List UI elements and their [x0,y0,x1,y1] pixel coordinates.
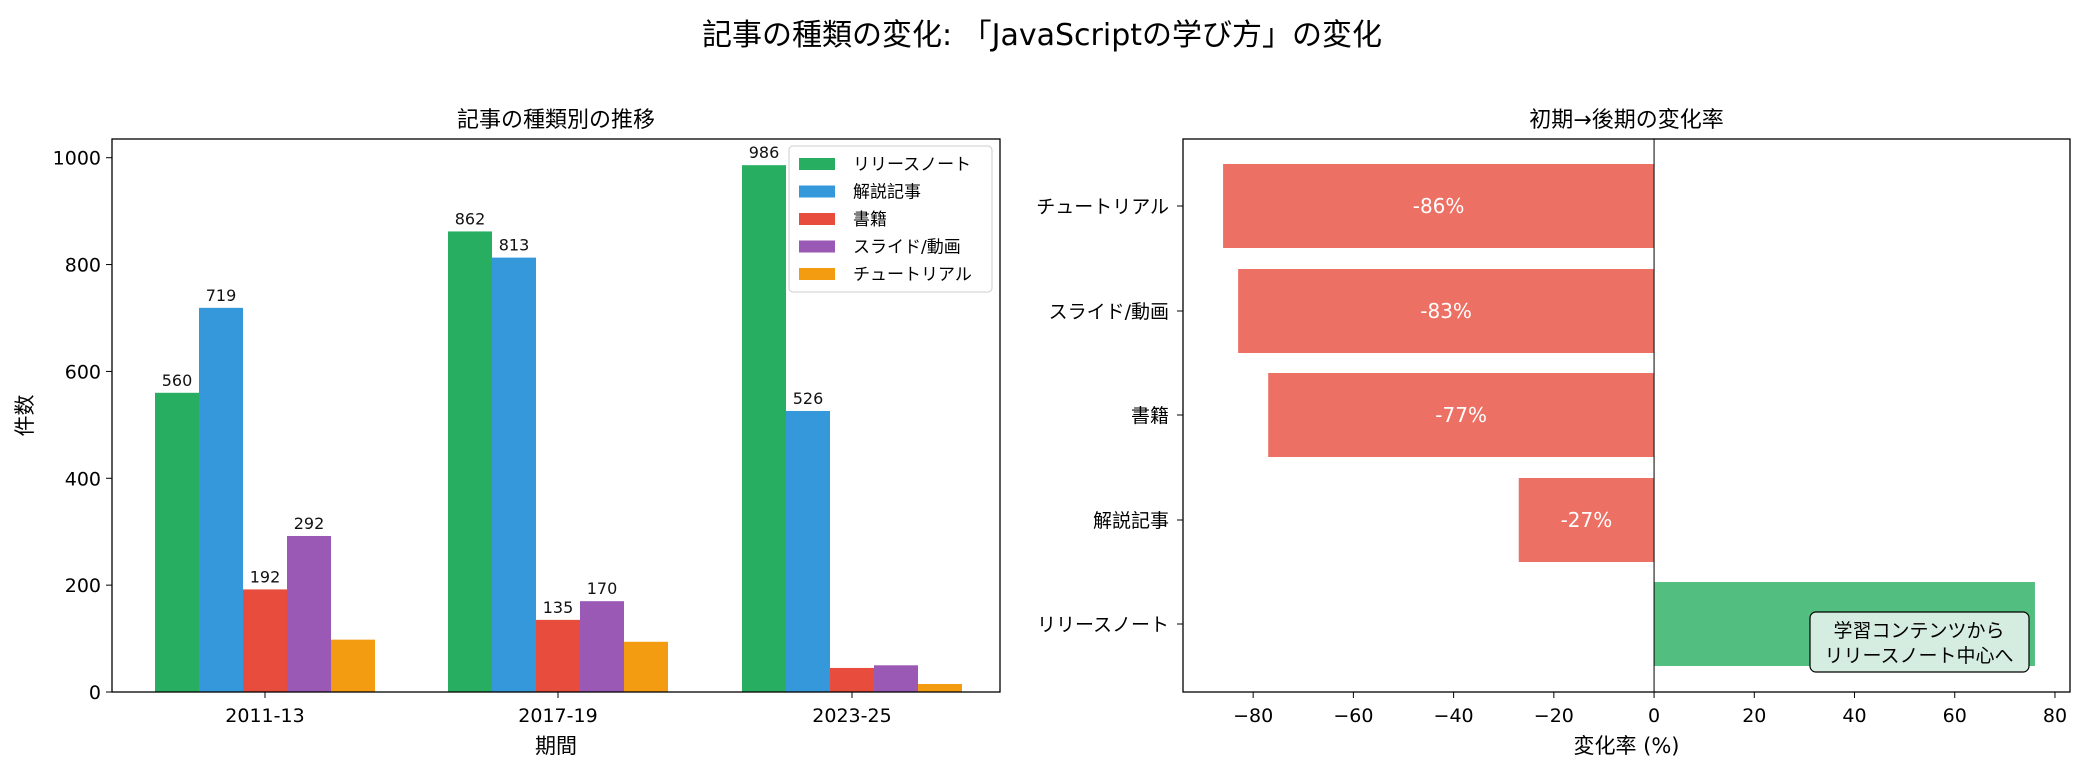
left-chart-frame [111,138,1001,693]
bar-1-0 [199,307,243,692]
legend-swatch [799,158,835,170]
change-bar-value-label: -83% [1420,299,1472,323]
bar-0-2 [742,165,786,693]
annotation-line: リリースノート中心へ [1824,645,2013,667]
left-chart-y-axis-label: 件数 [13,395,37,437]
bar-2-2 [830,667,874,692]
y-tick-label: チュートリアル [1036,196,1169,218]
bar-4-1 [624,641,668,692]
legend-box [788,145,993,293]
bar-value-label: 170 [587,579,618,598]
x-tick-label: 40 [1842,705,1866,727]
bar-value-label: 526 [793,389,824,408]
bar-3-2 [874,665,918,692]
right-chart-title: 初期→後期の変化率 [1529,108,1723,133]
x-tick-label: 20 [1742,705,1766,727]
y-tick-label: スライド/動画 [1049,301,1169,323]
change-bar-value-label: -77% [1435,403,1487,427]
bar-value-label: 862 [455,209,486,228]
x-tick-label: −20 [1534,705,1574,727]
bar-value-label: 560 [162,371,193,390]
legend-swatch [799,213,835,225]
x-tick-label: −60 [1333,705,1373,727]
right-chart-bars: -86%-83%-77%-27%+76% [1223,164,2035,666]
y-tick-label: 400 [65,468,101,490]
legend-entry: リリースノート [853,155,971,175]
x-tick-label: −40 [1434,705,1474,727]
bar-2-1 [536,619,580,692]
legend-swatch [799,268,835,280]
y-tick-label: 800 [65,255,101,277]
left-chart-bars: 560 862 986 719 813 526 192 135 292 170 [155,143,962,693]
legend-entry: 解説記事 [853,183,921,203]
right-chart-x-axis-label: 変化率 (%) [1573,734,1679,758]
y-tick-label: 600 [65,361,101,383]
legend-swatch [799,240,835,253]
bar-value-label: 192 [250,567,281,586]
bar-0-1 [448,231,492,692]
change-bar-3 [1518,478,1655,562]
y-tick-label: 0 [89,682,101,704]
legend-entry: 書籍 [853,210,887,230]
x-tick-label: 80 [2043,705,2067,727]
bar-3-0 [287,535,331,692]
change-bar-value-label: -86% [1413,194,1465,218]
bar-value-label: 986 [749,143,780,162]
bar-3-1 [580,601,624,692]
y-tick-label: 200 [65,575,101,597]
bar-value-label: 813 [499,236,530,255]
x-tick-label: 2011-13 [225,705,304,727]
bar-value-label: 292 [294,514,325,533]
legend-entry: チュートリアル [853,265,972,285]
x-tick-label: 2023-25 [812,705,891,727]
change-bar-0 [1223,164,1655,248]
annotation-box [1809,611,2030,673]
annotation-line: 学習コンテンツから [1833,620,2004,642]
bar-value-label: 135 [543,598,574,617]
bar-0-0 [155,392,199,692]
left-chart-x-axis-label: 期間 [535,734,577,758]
x-tick-label: 0 [1648,705,1660,727]
y-tick-label: 解説記事 [1093,510,1169,532]
legend-swatch [799,185,835,198]
legend-entry: スライド/動画 [853,238,961,258]
change-bar-value-label: -27% [1561,508,1613,532]
y-tick-label: リリースノート [1037,614,1169,636]
x-tick-label: 60 [1943,705,1967,727]
bar-4-0 [331,639,375,692]
bar-1-1 [492,257,536,692]
change-bar-2 [1268,373,1655,457]
x-tick-label: 2017-19 [518,705,597,727]
x-tick-label: −80 [1233,705,1273,727]
y-tick-label: 1000 [53,148,101,170]
bar-value-label: 719 [206,286,237,305]
figure-title: 記事の種類の変化: 「JavaScriptの学び方」の変化 [701,18,1383,53]
y-tick-label: 書籍 [1131,405,1169,427]
bar-4-2 [918,683,962,692]
bar-2-0 [243,589,287,692]
left-chart-title: 記事の種類別の推移 [457,108,655,133]
change-bar-1 [1238,269,1655,353]
bar-1-2 [786,410,830,692]
